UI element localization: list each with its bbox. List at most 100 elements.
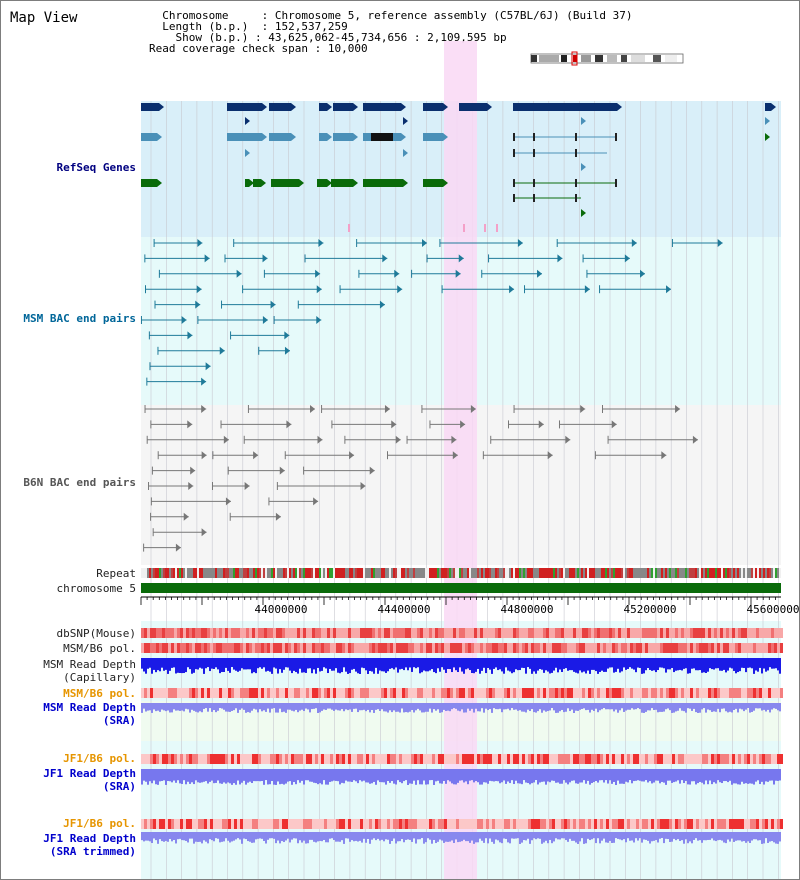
repeat-bar [425, 568, 427, 578]
jf1-b6-pol2-strip [777, 819, 780, 829]
info-len-key: Length (b.p.) [162, 20, 249, 33]
dbsnp-strip [279, 628, 282, 638]
jf1-depth-bar [299, 769, 301, 783]
label-msm-read-depth[interactable]: MSM Read Depth [43, 658, 136, 671]
dbsnp-strip [699, 628, 702, 638]
jf1-depth-bar [417, 769, 419, 781]
msm-b6-pol2-strip [198, 688, 201, 698]
jf1-b6-pol-strip [396, 754, 399, 764]
msm-b6-pol2-strip [153, 688, 156, 698]
msm-b6-pol2-strip [276, 688, 279, 698]
msm-depth-bar [649, 658, 651, 670]
dbsnp-strip [294, 628, 297, 638]
msm-sra-depth-bar [503, 703, 505, 710]
repeat-bar [657, 568, 659, 578]
repeat-bar [317, 568, 319, 578]
dbsnp-strip [771, 628, 774, 638]
jf1-depth-bar [767, 769, 769, 782]
label-jf1-b6-pol-2[interactable]: JF1/B6 pol. [63, 817, 136, 830]
jf1-trim-depth-bar [169, 832, 171, 839]
label-refseq-genes[interactable]: RefSeq Genes [56, 161, 136, 174]
jf1-b6-pol2-strip [645, 819, 648, 829]
label-b6n-bac[interactable]: B6N BAC end pairs [23, 476, 136, 489]
jf1-trim-depth-bar [661, 832, 663, 839]
jf1-trim-depth-bar [235, 832, 237, 840]
jf1-trim-depth-bar [337, 832, 339, 842]
jf1-depth-bar [403, 769, 405, 782]
dbsnp-strip [291, 628, 294, 638]
msm-depth-bar [437, 658, 439, 669]
repeat-bar [769, 568, 771, 578]
repeat-bar [267, 568, 269, 578]
msm-b6-pol2-strip [369, 688, 372, 698]
jf1-trim-depth-bar [753, 832, 755, 840]
dbsnp-strip [714, 628, 717, 638]
msm-bac-pair-arrow [201, 377, 207, 386]
jf1-trim-depth-bar [719, 832, 721, 840]
msm-b6-pol2-strip [687, 688, 690, 698]
repeat-bar [347, 568, 349, 578]
jf1-b6-pol-strip [441, 754, 444, 764]
msm-b6-pol-strip [441, 643, 444, 653]
b6n-bac-pair-arrow [360, 482, 366, 490]
msm-sra-depth-bar [649, 703, 651, 711]
msm-b6-pol2-strip [651, 688, 654, 698]
label-msm-b6-pol-2[interactable]: MSM/B6 pol. [63, 687, 136, 700]
msm-sra-depth-bar [579, 703, 581, 710]
msm-sra-depth-bar [219, 703, 221, 709]
refseq-gene-arrow [353, 179, 358, 187]
msm-depth-bar [271, 658, 273, 674]
label-jf1-read-depth-trim[interactable]: JF1 Read Depth [43, 832, 136, 845]
jf1-b6-pol-strip [168, 754, 171, 764]
label-repeat[interactable]: Repeat [96, 567, 136, 580]
msm-b6-pol2-strip [504, 688, 507, 698]
jf1-depth-bar [575, 769, 577, 784]
dbsnp-strip [501, 628, 504, 638]
repeat-bar [665, 568, 667, 578]
dbsnp-strip [582, 628, 585, 638]
jf1-b6-pol2-strip [513, 819, 516, 829]
repeat-bar [407, 568, 409, 578]
jf1-trim-depth-bar [273, 832, 275, 839]
msm-b6-pol-strip [210, 643, 213, 653]
jf1-depth-bar [251, 769, 253, 784]
repeat-bar [739, 568, 741, 578]
jf1-b6-pol-strip [360, 754, 363, 764]
repeat-bar [383, 568, 385, 578]
jf1-depth-bar [477, 769, 479, 783]
label-msm-read-depth-sra[interactable]: MSM Read Depth [43, 701, 136, 714]
dbsnp-strip [681, 628, 684, 638]
dbsnp-strip [690, 628, 693, 638]
msm-depth-bar [241, 658, 243, 669]
msm-sra-depth-bar [251, 703, 253, 711]
label-jf1-b6-pol[interactable]: JF1/B6 pol. [63, 752, 136, 765]
msm-depth-bar [367, 658, 369, 674]
msm-depth-bar [725, 658, 727, 673]
jf1-trim-depth-bar [227, 832, 229, 841]
jf1-depth-bar [519, 769, 521, 784]
refseq-gene [423, 103, 443, 111]
msm-depth-bar [465, 658, 467, 670]
jf1-b6-pol2-strip [696, 819, 699, 829]
jf1-depth-bar [621, 769, 623, 784]
label-msm-b6-pol[interactable]: MSM/B6 pol. [63, 642, 136, 655]
dbsnp-strip [222, 628, 225, 638]
repeat-bar [401, 568, 403, 578]
msm-b6-pol2-strip [570, 688, 573, 698]
refseq-exon [533, 179, 535, 187]
repeat-bar [599, 568, 601, 578]
label-jf1-read-depth[interactable]: JF1 Read Depth [43, 767, 136, 780]
jf1-depth-bar [151, 769, 153, 784]
jf1-b6-pol-strip [408, 754, 411, 764]
label-dbsnp[interactable]: dbSNP(Mouse) [56, 627, 136, 640]
jf1-depth-bar [573, 769, 575, 781]
jf1-trim-depth-bar [485, 832, 487, 839]
jf1-depth-bar [371, 769, 373, 784]
repeat-bar [421, 568, 423, 578]
jf1-b6-pol2-strip [279, 819, 282, 829]
msm-b6-pol2-strip [330, 688, 333, 698]
repeat-bar [165, 568, 167, 578]
msm-depth-bar [459, 658, 461, 668]
label-msm-bac[interactable]: MSM BAC end pairs [23, 312, 136, 325]
